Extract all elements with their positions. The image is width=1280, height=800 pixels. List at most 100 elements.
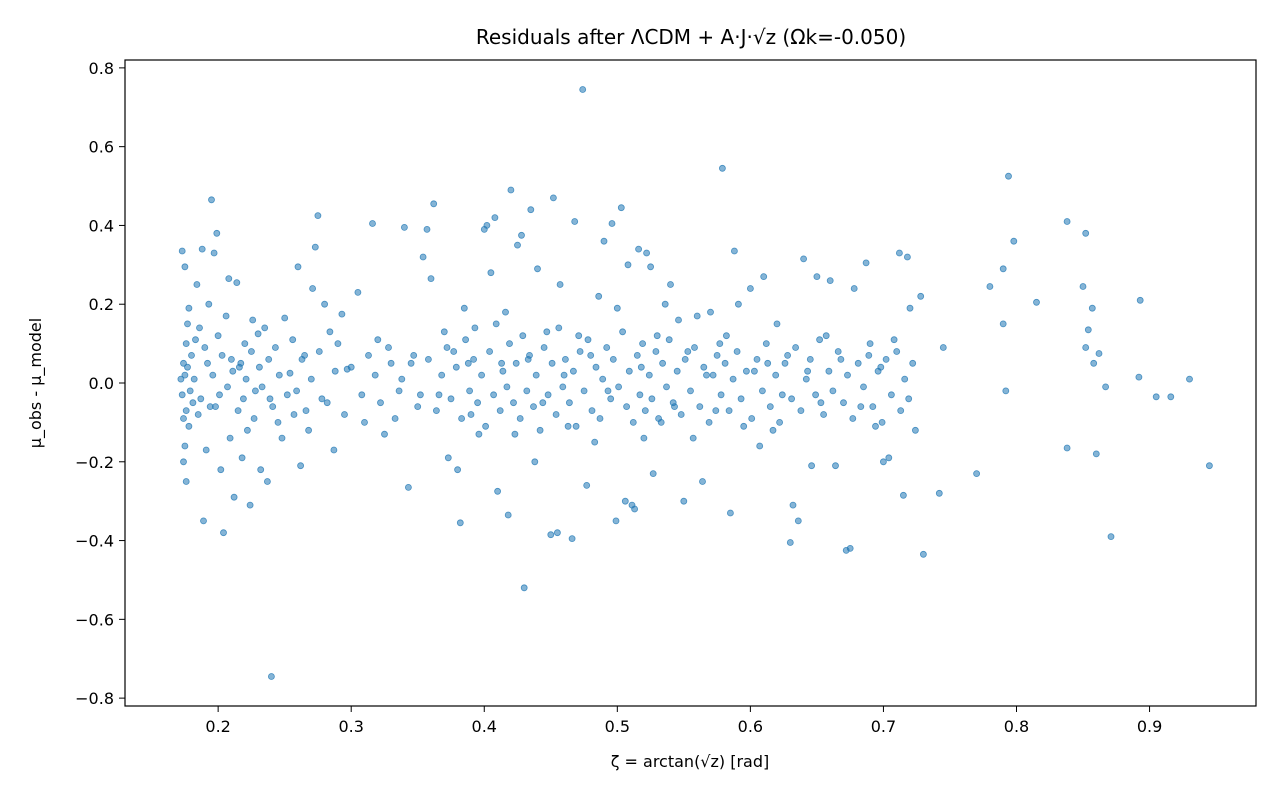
data-point bbox=[1084, 326, 1092, 334]
data-point bbox=[637, 363, 645, 371]
data-point bbox=[857, 403, 865, 411]
data-point bbox=[318, 395, 326, 403]
data-point bbox=[196, 324, 203, 332]
data-point bbox=[454, 466, 462, 474]
data-point bbox=[1107, 533, 1115, 540]
data-point bbox=[427, 275, 435, 283]
data-point bbox=[939, 344, 947, 351]
data-point bbox=[748, 415, 756, 422]
data-point bbox=[286, 369, 294, 377]
data-point bbox=[612, 517, 620, 525]
chart-title: Residuals after ΛCDM + A·J·√z (Ωk=-0.050… bbox=[476, 25, 906, 49]
data-point bbox=[192, 336, 199, 344]
data-point bbox=[608, 220, 616, 227]
data-point bbox=[733, 348, 741, 355]
data-point bbox=[487, 269, 495, 277]
data-point bbox=[649, 470, 657, 478]
data-point bbox=[804, 367, 811, 375]
data-point bbox=[643, 249, 650, 257]
data-point bbox=[789, 501, 797, 509]
data-point bbox=[323, 399, 331, 407]
data-point bbox=[639, 340, 646, 348]
data-point bbox=[180, 458, 187, 466]
data-point bbox=[220, 529, 227, 537]
data-point bbox=[430, 200, 438, 208]
data-point bbox=[210, 249, 218, 257]
data-point bbox=[617, 204, 625, 212]
data-point bbox=[874, 367, 882, 375]
data-point bbox=[709, 371, 717, 379]
data-point bbox=[496, 407, 504, 415]
data-point bbox=[751, 367, 758, 375]
data-point bbox=[905, 395, 913, 403]
data-point bbox=[572, 422, 580, 430]
data-point bbox=[205, 300, 213, 308]
data-point bbox=[547, 531, 555, 539]
data-point bbox=[526, 351, 533, 359]
y-tick-label: −0.2 bbox=[75, 453, 114, 472]
data-point bbox=[186, 387, 194, 395]
data-point bbox=[249, 316, 257, 324]
data-point bbox=[731, 247, 738, 255]
data-point bbox=[540, 344, 548, 351]
data-point bbox=[729, 375, 737, 383]
data-point bbox=[218, 351, 226, 359]
data-point bbox=[341, 411, 348, 418]
data-point bbox=[226, 434, 234, 442]
data-point bbox=[552, 411, 560, 418]
data-point bbox=[717, 391, 725, 399]
data-point bbox=[599, 375, 607, 383]
data-point bbox=[452, 363, 460, 371]
data-point bbox=[1063, 444, 1071, 452]
data-point bbox=[760, 273, 768, 281]
data-point bbox=[471, 324, 479, 332]
data-point bbox=[909, 359, 917, 367]
data-point bbox=[444, 454, 452, 462]
data-point bbox=[607, 395, 615, 403]
y-axis-label: μ_obs - μ_model bbox=[26, 318, 46, 448]
data-point bbox=[781, 359, 789, 367]
data-point bbox=[999, 265, 1007, 273]
data-point bbox=[762, 340, 770, 348]
data-point bbox=[652, 348, 660, 355]
data-point bbox=[263, 478, 271, 485]
data-point bbox=[190, 375, 198, 383]
data-point bbox=[600, 237, 608, 245]
x-tick-label: 0.9 bbox=[1137, 717, 1162, 736]
data-point bbox=[391, 415, 399, 422]
data-point bbox=[560, 371, 568, 379]
data-point bbox=[633, 351, 641, 359]
data-point bbox=[331, 367, 339, 375]
data-point bbox=[636, 391, 644, 399]
data-point bbox=[486, 348, 494, 355]
data-point bbox=[307, 375, 315, 383]
data-point bbox=[825, 367, 833, 375]
data-point bbox=[369, 220, 376, 227]
data-point bbox=[499, 367, 507, 375]
data-point bbox=[725, 407, 733, 415]
data-point bbox=[338, 310, 346, 318]
data-point bbox=[645, 371, 653, 379]
data-point bbox=[315, 348, 323, 355]
data-point bbox=[659, 359, 666, 367]
data-point bbox=[844, 371, 851, 379]
data-point bbox=[648, 395, 656, 403]
data-point bbox=[470, 355, 478, 363]
data-point bbox=[604, 387, 612, 395]
data-point bbox=[596, 415, 604, 422]
data-point bbox=[609, 355, 617, 363]
points-layer bbox=[177, 86, 1213, 680]
data-point bbox=[208, 196, 215, 204]
data-point bbox=[906, 304, 914, 312]
data-point bbox=[912, 426, 919, 434]
data-point bbox=[554, 529, 561, 537]
data-point bbox=[1092, 450, 1100, 458]
data-point bbox=[629, 418, 637, 426]
data-point bbox=[209, 371, 217, 379]
data-point bbox=[653, 332, 661, 340]
data-point bbox=[897, 407, 905, 415]
data-point bbox=[374, 336, 382, 344]
data-point bbox=[193, 281, 201, 288]
data-point bbox=[302, 407, 310, 415]
data-point bbox=[289, 336, 297, 344]
